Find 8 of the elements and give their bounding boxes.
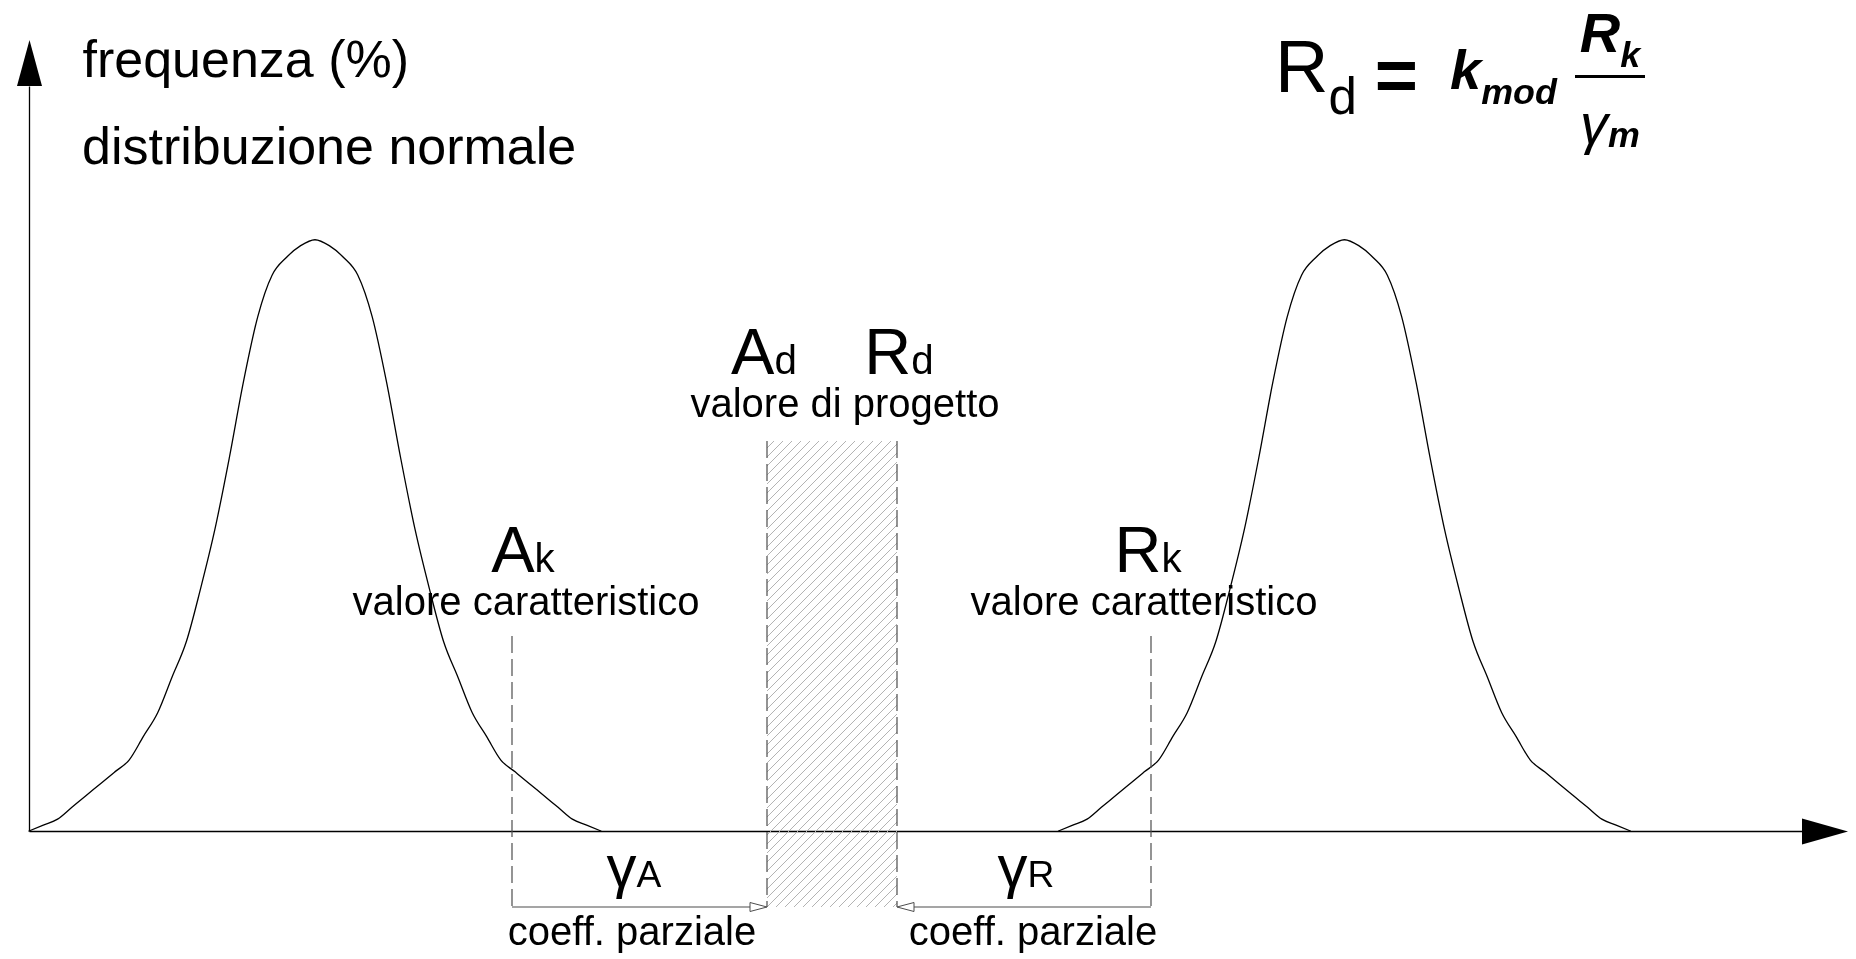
text: R$_{k}$ <box>1579 0 1641 75</box>
text: distribuzione normale <box>82 116 577 175</box>
text: R$_{d}$ = k$_{mod}$ <box>1275 24 1557 125</box>
text: coeff. parziale <box>507 909 757 954</box>
text: γ$_{m}$ <box>1580 91 1640 155</box>
y-axis-title: frequenza (%) <box>82 29 410 88</box>
text: coeff. parziale <box>908 909 1158 954</box>
annotation: valore di progetto <box>690 381 1000 426</box>
